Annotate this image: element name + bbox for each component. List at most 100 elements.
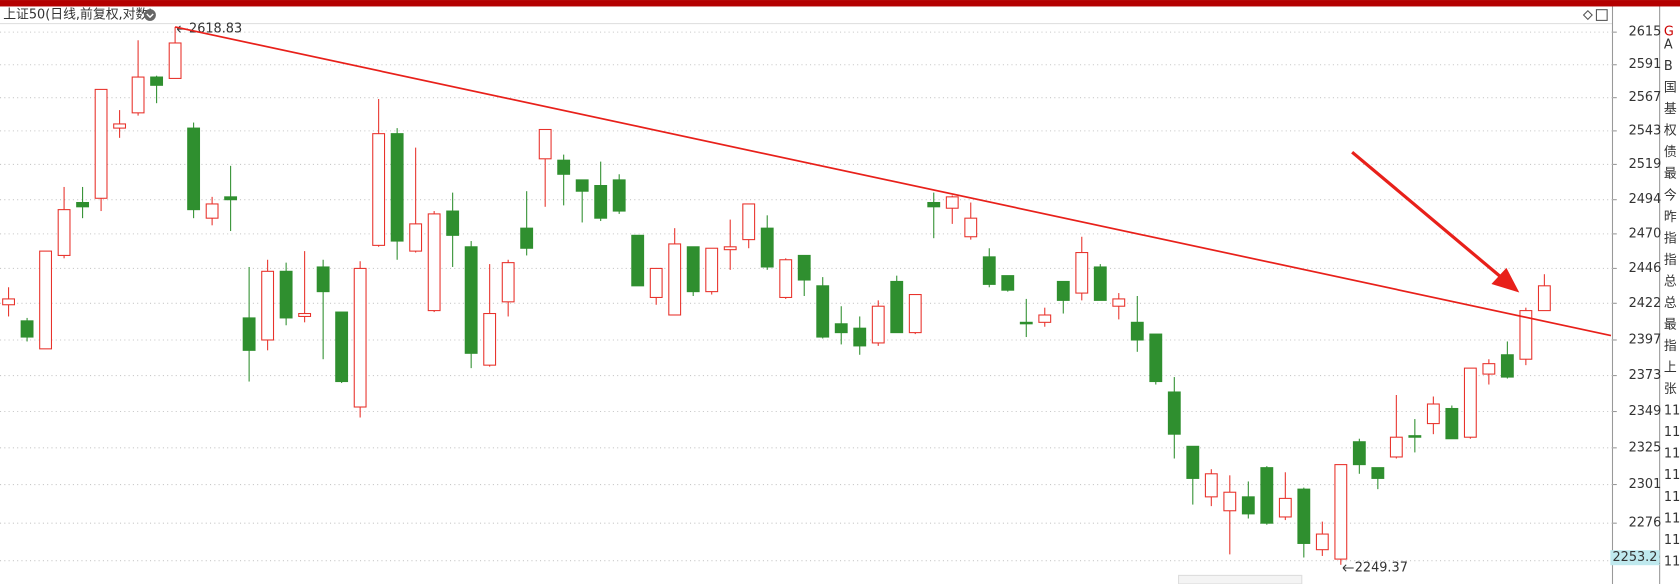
side-panel-item: 权 [1664,123,1677,139]
arrow-head [1491,267,1520,293]
candle-body [1260,467,1274,524]
candle-body [483,312,497,366]
candle-body [187,127,201,211]
candle-body [1167,391,1181,435]
candle-body [168,42,182,79]
window-icon[interactable] [1595,9,1608,21]
candle-body [686,246,700,293]
side-panel-item: 昨 [1664,210,1677,225]
candle-body [1334,464,1348,560]
candle-body [779,259,793,298]
candle-body [20,320,34,338]
cursor-box [1610,550,1660,566]
candle-body [150,76,164,86]
candle-body [1223,491,1237,512]
candle-body [1500,354,1514,378]
side-panel-item: 今 [1664,187,1677,203]
candle-body [1482,363,1496,375]
candle-body [335,311,349,383]
candle-body [372,133,386,246]
trendline [174,26,1612,337]
candle-body [316,266,330,293]
y-tick-label: 2543 [1629,123,1662,138]
side-panel-item: 11 [1664,533,1680,548]
y-tick-label: 2519 [1629,157,1662,172]
candle-body [705,247,719,293]
side-panel-item: 总 [1664,274,1677,289]
side-panel-item: 总 [1664,296,1677,311]
candle-body [1519,310,1533,360]
candle-body [1445,407,1459,440]
arrow-shaft [1351,150,1507,282]
candle-body [871,305,885,344]
y-tick-label: 2349 [1629,404,1662,419]
cursor-label: 2253.2 [1613,550,1658,565]
candle-body [224,196,238,201]
candle-body [1056,280,1070,301]
candle-body [390,133,404,242]
candle-body [612,179,626,212]
candle-body [816,285,830,338]
bottom-box [1178,574,1303,584]
candle-body [908,294,922,334]
candle-body [797,254,811,281]
candle-body [1112,298,1126,307]
candle-body [464,246,478,354]
candle-body [890,280,904,334]
candle-body [520,227,534,249]
y-tick-label: 2301 [1629,477,1662,492]
side-panel-item: 张 [1664,382,1677,397]
candle-body [1130,321,1144,341]
y-tick-label: 2567 [1629,90,1662,105]
candle-body [945,196,959,209]
candle-body [834,323,848,334]
candle-body [94,88,108,199]
candle-body [1278,497,1292,518]
low-label-arrow [1342,564,1354,572]
y-tick-label: 2470 [1629,226,1662,241]
candle-body [353,267,367,408]
candle-body [279,270,293,319]
candle-body [1389,436,1403,458]
candle-body [1075,252,1089,294]
candle-body [131,76,145,114]
y-tick-label: 2276 [1629,516,1662,531]
diamond-icon[interactable] [1582,9,1593,21]
candle-body [668,243,682,316]
y-tick-label: 2373 [1629,368,1662,383]
high-label: 2618.83 [189,22,242,37]
y-tick-label: 2397 [1629,332,1662,347]
candle-body [57,209,71,256]
side-panel-item: B [1664,59,1673,74]
side-panel-item: 11 [1664,468,1680,483]
candle-body [631,234,645,287]
y-tick-label: 2422 [1629,296,1662,311]
settings-icon[interactable] [144,9,156,21]
side-panel-item: 11 [1664,511,1680,526]
candle-body [1038,314,1052,323]
candle-body [261,270,275,341]
low-label: 2249.37 [1355,561,1408,576]
candle-body [649,267,663,298]
candle-body [927,201,941,208]
candle-body [1186,445,1200,479]
candle-body [1352,441,1366,466]
candle-body [298,312,312,317]
candle-body [39,250,53,350]
y-tick-label: 2591 [1629,57,1662,72]
side-panel-item: 11 [1664,554,1680,569]
side-panel-item: 指 [1664,231,1677,246]
candle-body [575,179,589,192]
candle-body [1241,496,1255,515]
candle-body [1149,333,1163,383]
candle-body [1204,473,1218,498]
candle-body [1297,488,1311,544]
side-panel-item: 指 [1664,339,1677,354]
candle-body [760,227,774,268]
top-bar [0,0,1680,7]
candle-body [205,203,219,219]
side-panel-item: 指 [1664,253,1677,268]
plot-area: 2615 2591 2567 2543 2519 2494 2470 2446 2422 2397… [0,22,1680,576]
side-panel-item: 国 [1664,81,1677,96]
